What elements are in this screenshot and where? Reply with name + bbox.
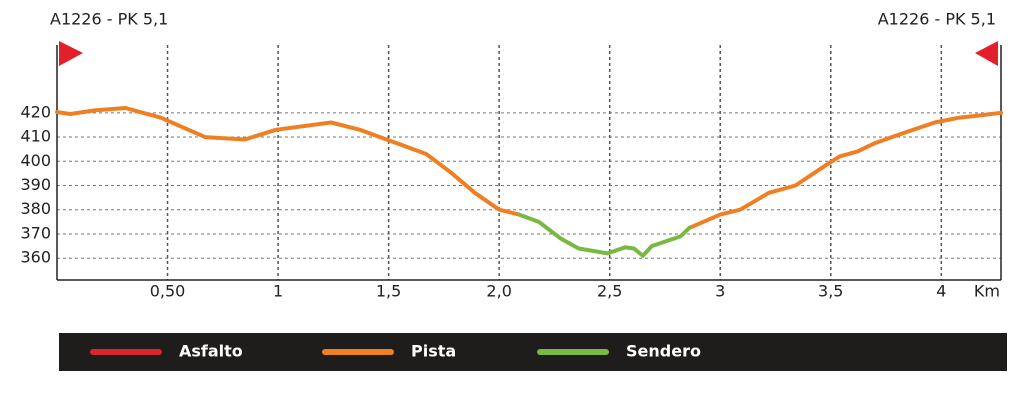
x-tick-label: 1,5 — [376, 282, 401, 301]
x-tick-label: 1 — [273, 282, 283, 301]
legend-label: Pista — [411, 342, 456, 361]
x-tick-label: 4 — [936, 282, 946, 301]
y-tick-label: 390 — [20, 175, 51, 194]
legend-label: Asfalto — [179, 342, 243, 361]
legend-bar — [59, 333, 1007, 371]
elevation-line — [517, 212, 692, 258]
y-tick-label: 400 — [20, 151, 51, 170]
x-tick-label: 3,5 — [818, 282, 843, 301]
y-tick-label: 370 — [20, 223, 51, 242]
y-tick-label: 410 — [20, 127, 51, 146]
end-flag — [975, 41, 998, 66]
title-right: A1226 - PK 5,1 — [878, 10, 996, 29]
x-tick-label: 2,0 — [486, 282, 511, 301]
y-tick-label: 380 — [20, 199, 51, 218]
x-tick-label: 2,5 — [597, 282, 622, 301]
title-left: A1226 - PK 5,1 — [50, 10, 168, 29]
x-tick-label: 0,50 — [150, 282, 186, 301]
y-tick-label: 420 — [20, 102, 51, 121]
legend-label: Sendero — [626, 342, 701, 361]
y-tick-label: 360 — [20, 248, 51, 267]
legend: Asfalto Pista Sendero — [90, 342, 701, 361]
x-axis-label: Km — [974, 282, 1000, 301]
start-flag — [59, 41, 83, 66]
x-tick-label: 3 — [715, 282, 725, 301]
elevation-line — [55, 106, 1003, 230]
